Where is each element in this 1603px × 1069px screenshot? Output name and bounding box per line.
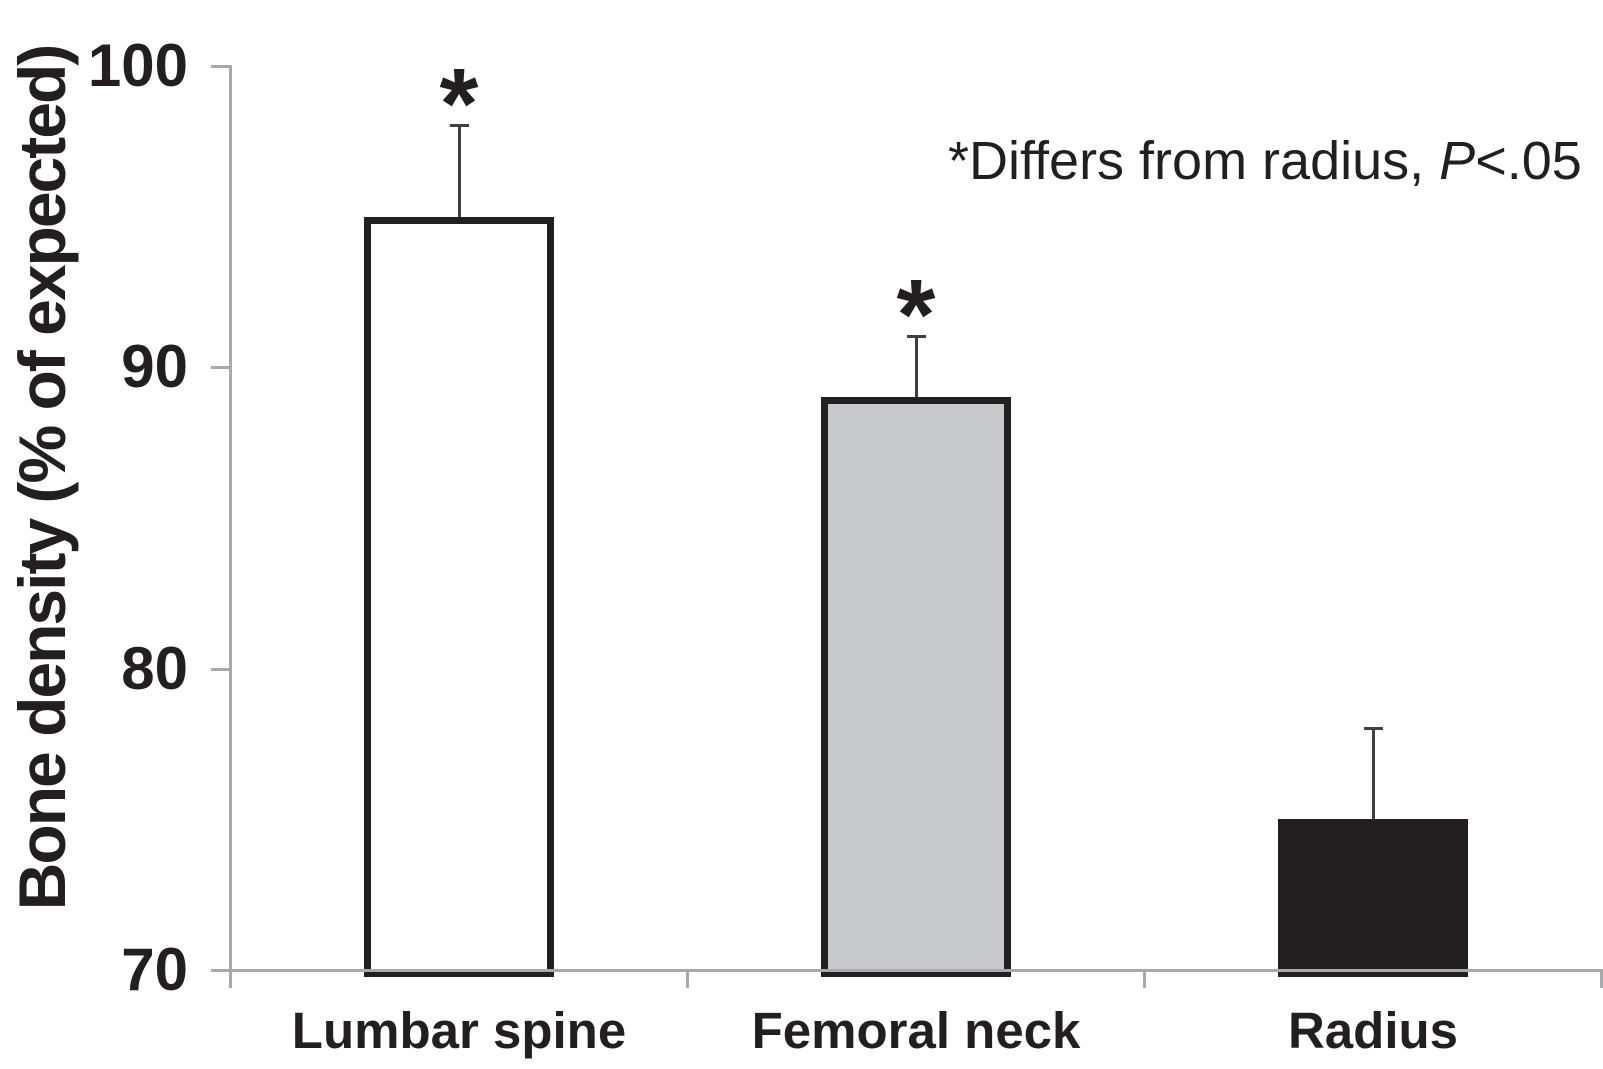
y-tick-label: 100: [87, 32, 188, 99]
error-whisker-lumbar-spine: [457, 126, 461, 217]
significance-asterisk-lumbar-spine: *: [439, 48, 479, 160]
annotation-prefix: *Differs from radius,: [948, 131, 1440, 191]
y-axis-title: Bone density (% of expected): [5, 45, 79, 911]
error-cap-femoral-neck: [906, 335, 926, 338]
bar-lumbar-spine: [364, 217, 554, 977]
category-label-radius: Radius: [1287, 1002, 1459, 1059]
x-axis-line: [211, 969, 1603, 972]
error-cap-lumbar-spine: [449, 124, 469, 127]
y-axis-line: [229, 65, 232, 987]
y-tick-mark: [211, 668, 232, 671]
y-tick-label: 80: [121, 635, 188, 702]
x-tick-mark: [229, 969, 232, 988]
y-tick-label: 90: [121, 333, 188, 400]
error-whisker-femoral-neck: [914, 337, 918, 397]
annotation-p-symbol: P: [1439, 131, 1476, 191]
x-tick-mark: [1143, 969, 1146, 988]
category-label-femoral-neck: Femoral neck: [751, 1002, 1081, 1059]
bar-femoral-neck: [821, 397, 1011, 977]
significance-asterisk-femoral-neck: *: [896, 259, 936, 371]
x-tick-mark: [686, 969, 689, 988]
y-tick-mark: [211, 366, 232, 369]
significance-annotation: *Differs from radius, P<.05: [948, 130, 1582, 192]
y-tick-label: 70: [121, 936, 188, 1003]
annotation-suffix: <.05: [1475, 131, 1582, 191]
x-tick-mark: [1600, 969, 1603, 988]
error-cap-radius: [1363, 727, 1383, 730]
y-tick-mark: [211, 969, 232, 972]
category-label-lumbar-spine: Lumbar spine: [291, 1002, 627, 1059]
y-tick-mark: [211, 65, 232, 68]
bar-radius: [1278, 819, 1468, 977]
error-whisker-radius: [1371, 729, 1375, 819]
